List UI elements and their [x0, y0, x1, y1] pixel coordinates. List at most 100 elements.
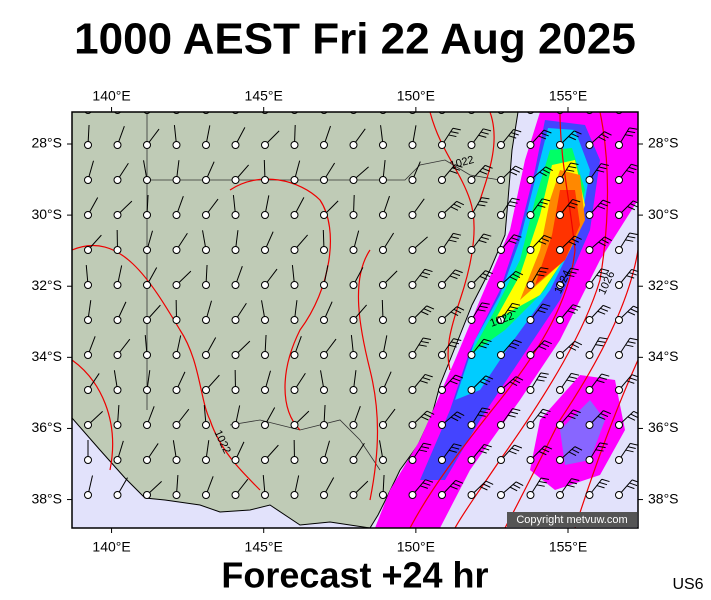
barb-staff [205, 90, 206, 110]
barb-feather [452, 377, 461, 382]
barb-feather [571, 238, 579, 243]
barb-station [497, 281, 505, 289]
barb-feather [512, 378, 521, 384]
barb-feather [509, 96, 517, 97]
barb-station [526, 141, 535, 149]
barb-feather [540, 97, 548, 99]
barb-station [261, 351, 269, 359]
barb-station [438, 211, 446, 219]
barb-staff [531, 94, 542, 110]
barb-station [585, 491, 594, 499]
barb-station [408, 491, 417, 499]
barb-station [526, 211, 535, 219]
lon-tick-label: 150°E [397, 88, 435, 104]
lat-tick-label: 34°S [31, 348, 62, 364]
barb-feather [626, 170, 635, 174]
barb-feather [633, 96, 640, 99]
barb-feather [483, 338, 492, 343]
barb-station [320, 176, 328, 184]
barb-feather [507, 100, 515, 101]
barb-station [172, 281, 181, 289]
barb-station [320, 141, 328, 149]
barb-station [349, 316, 358, 324]
barb-station [231, 421, 240, 429]
barb-station [231, 281, 240, 289]
barb-station [202, 386, 210, 394]
barb-feather [485, 375, 494, 380]
barb-feather [598, 376, 607, 380]
barb-station [143, 316, 151, 324]
barb-feather [600, 307, 609, 312]
barb-staff [501, 93, 512, 110]
lat-tick-label: 28°S [31, 135, 62, 151]
barb-feather [451, 446, 460, 450]
barb-staff [354, 92, 362, 110]
barb-station [379, 316, 387, 324]
barb-feather [512, 484, 521, 489]
barb-station [202, 281, 210, 289]
barb-feather [566, 274, 575, 278]
barb-station [290, 386, 299, 394]
barb-feather [451, 102, 458, 105]
barb-feather [629, 482, 638, 487]
barb-station [320, 386, 328, 394]
barb-feather [511, 447, 520, 452]
barb-feather [478, 239, 487, 244]
barb-feather [448, 134, 457, 138]
barb-station [202, 141, 210, 149]
axis-ticks: 140°E 140°E 145°E 145°E 150°E 150°E 155°E 155°E… [31, 88, 678, 555]
barb-feather [630, 98, 637, 101]
barb-staff [383, 95, 396, 110]
barb-feather [537, 204, 546, 208]
barb-feather [487, 97, 494, 101]
barb-station [615, 211, 623, 219]
barb-station [408, 421, 417, 429]
barb-feather [601, 133, 609, 139]
barb-station [320, 351, 328, 359]
barb-station [349, 281, 358, 289]
barb-feather [450, 416, 459, 422]
barb-station [615, 176, 623, 184]
barb-feather [601, 478, 610, 483]
barb-feather [572, 198, 581, 203]
barb-feather [452, 482, 461, 487]
barb-station [556, 421, 564, 429]
barb-feather [629, 127, 638, 130]
barb-feather [483, 233, 492, 237]
barb-feather [453, 443, 462, 447]
lon-tick-label: 155°E [549, 88, 587, 104]
barb-feather [543, 234, 552, 239]
barb-feather [627, 130, 636, 134]
lat-tick-label: 30°S [648, 206, 679, 222]
barb-station [320, 281, 328, 289]
barb-feather [479, 200, 488, 203]
barb-feather [510, 132, 519, 136]
barb-feather [627, 235, 636, 239]
barb-feather [513, 128, 522, 133]
barb-feather [482, 483, 491, 488]
barb-station [113, 141, 122, 149]
lat-tick-label: 34°S [648, 348, 679, 364]
barb-feather [538, 240, 547, 245]
barb-feather [508, 135, 517, 139]
barb-feather [540, 411, 549, 416]
barb-station [585, 176, 594, 184]
barb-station [84, 176, 92, 184]
barb-feather [485, 480, 494, 485]
barb-station [615, 316, 623, 324]
barb-feather [418, 449, 427, 453]
lon-tick-label: 145°E [245, 88, 283, 104]
barb-feather [598, 166, 607, 170]
barb-feather [508, 450, 517, 455]
barb-feather [480, 236, 489, 240]
barb-feather [456, 96, 463, 99]
barb-station [438, 491, 446, 499]
barb-station [497, 421, 505, 429]
barb-feather [477, 204, 486, 207]
barb-feather [478, 134, 487, 138]
barb-feather [479, 486, 488, 491]
lat-tick-label: 36°S [31, 419, 62, 435]
barb-station [261, 246, 269, 254]
barb-station [497, 386, 505, 394]
barb-feather [481, 341, 490, 346]
